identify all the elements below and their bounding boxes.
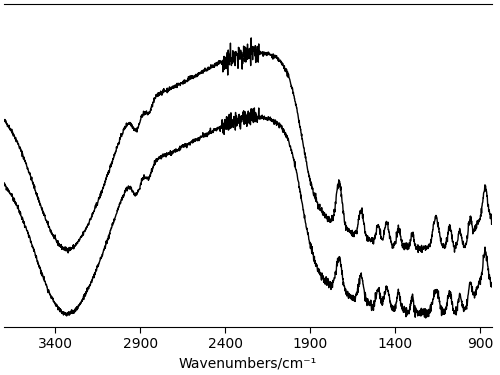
X-axis label: Wavenumbers/cm⁻¹: Wavenumbers/cm⁻¹	[179, 357, 318, 371]
